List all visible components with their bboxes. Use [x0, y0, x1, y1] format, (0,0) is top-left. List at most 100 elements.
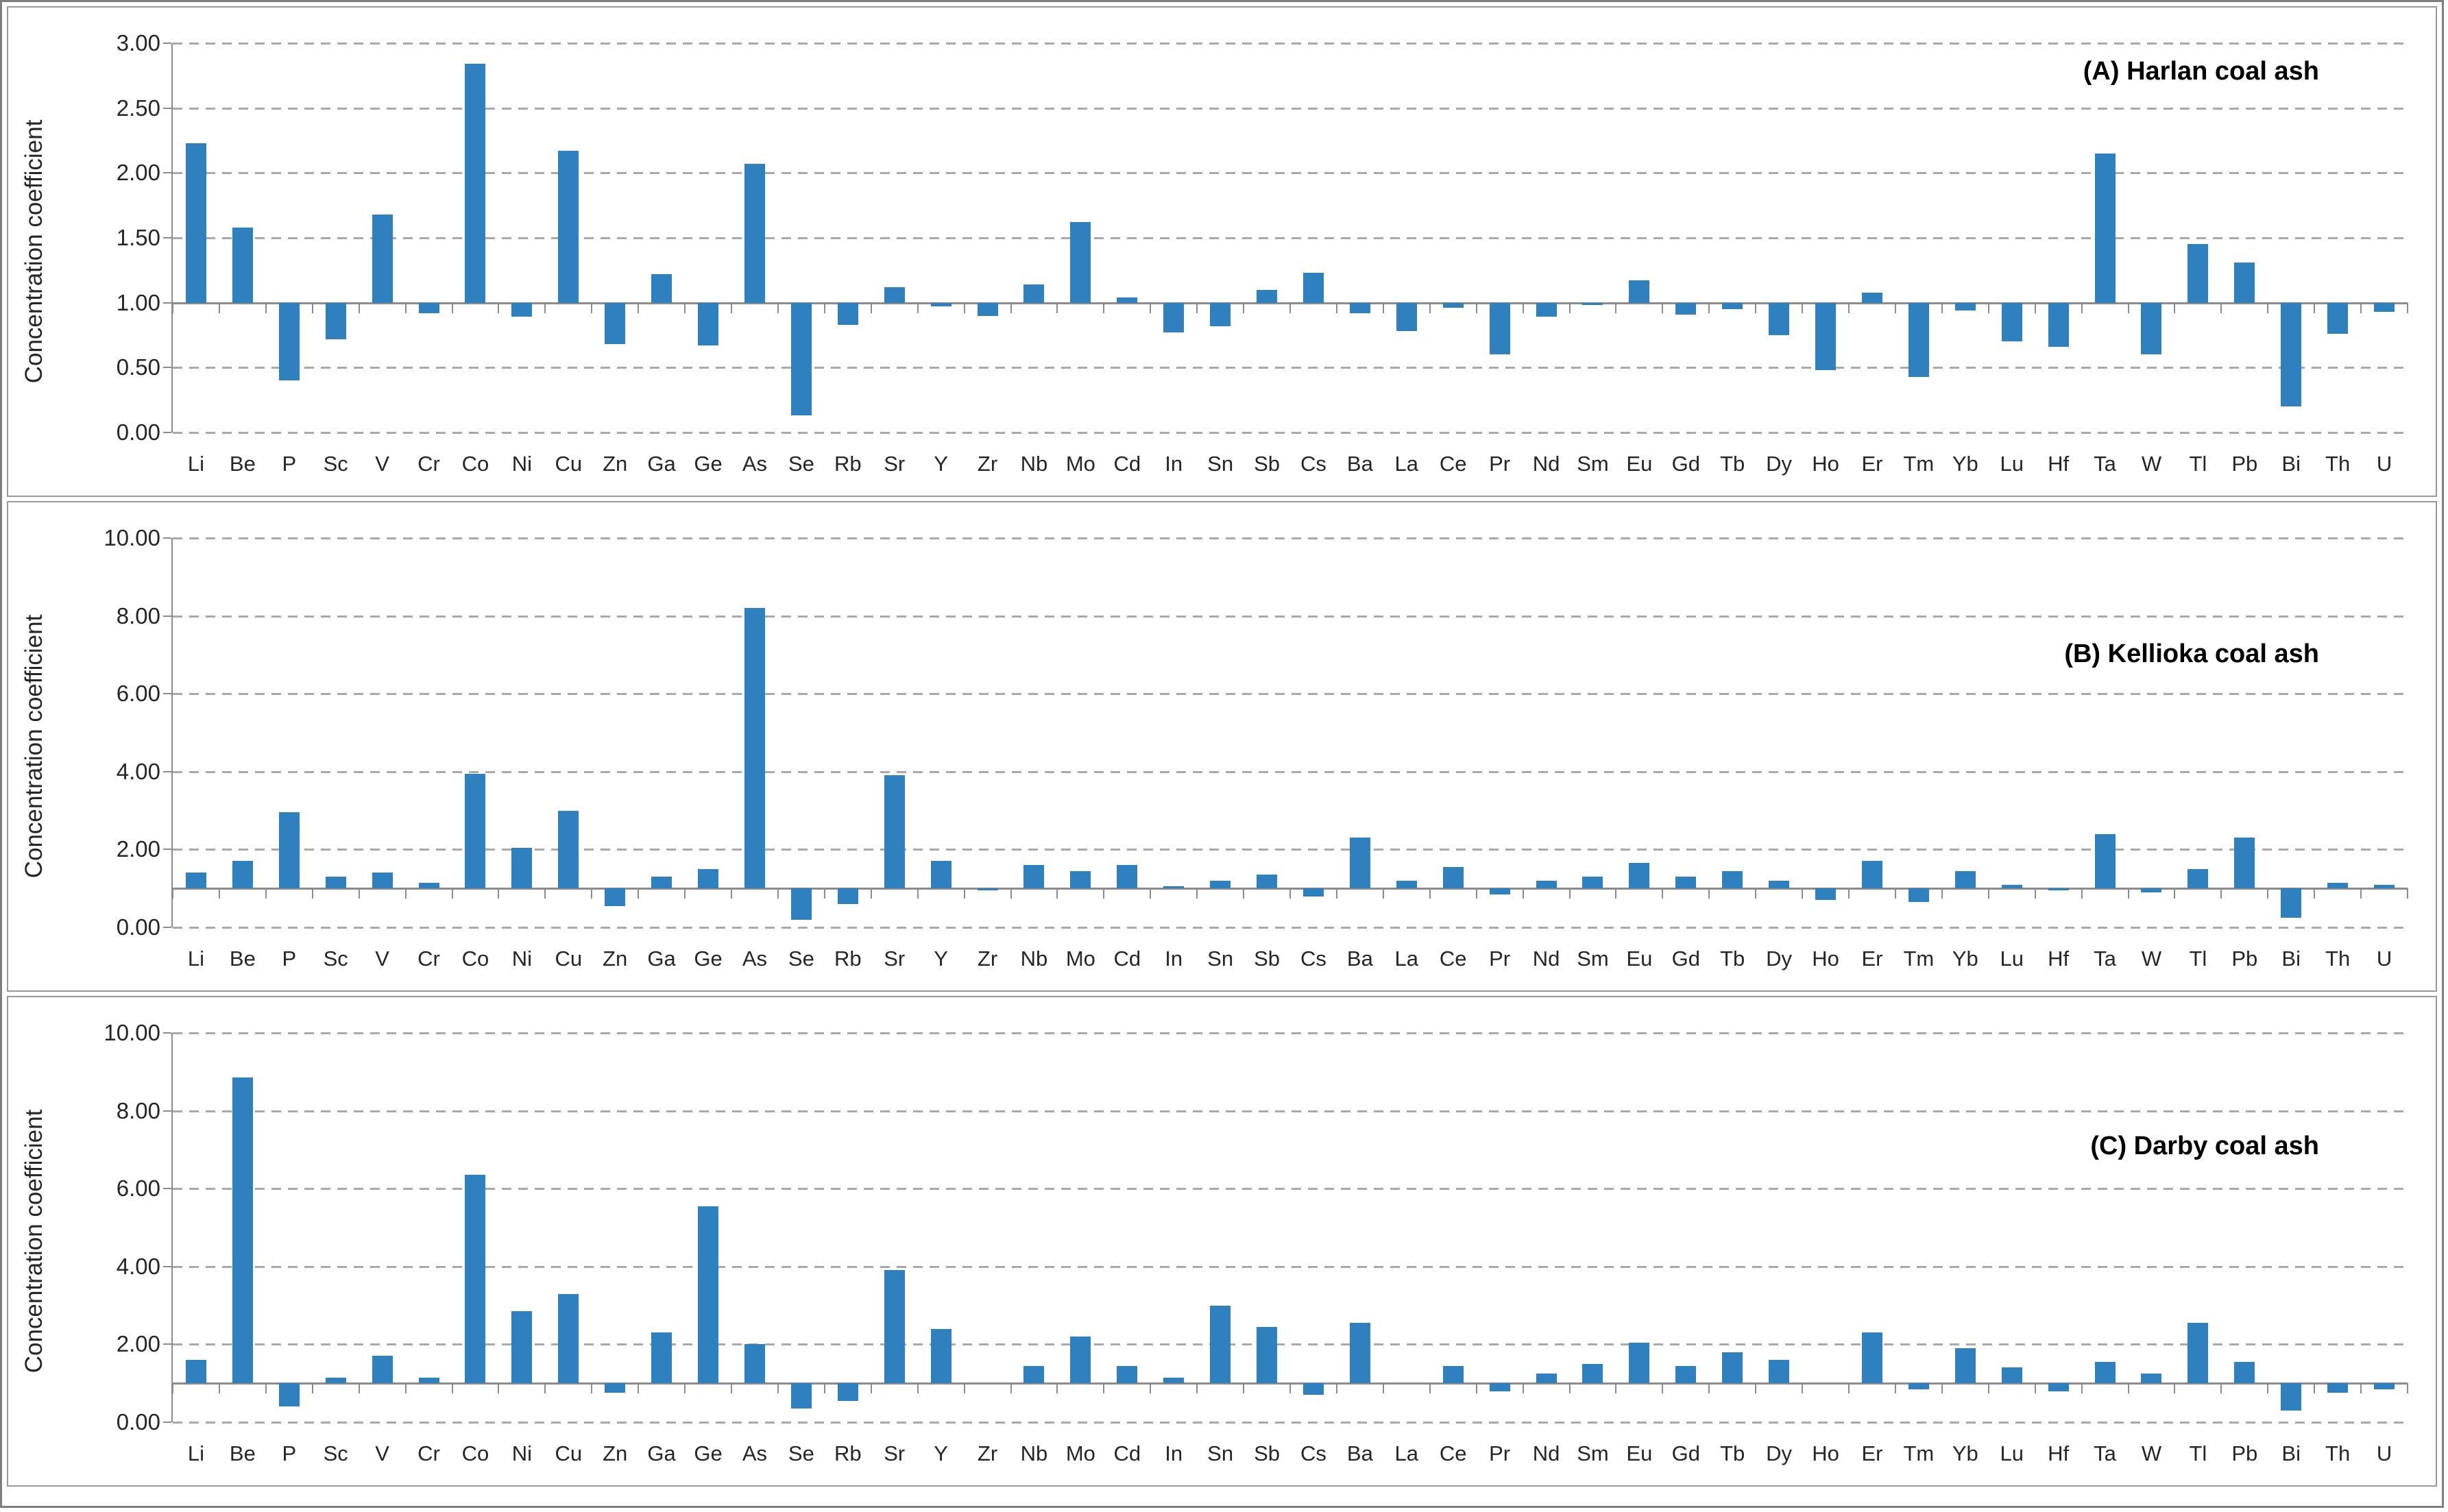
bar-Ba [1349, 1323, 1370, 1384]
x-category-label: Ge [694, 452, 723, 476]
x-category-label: Li [187, 452, 205, 476]
gridline [173, 367, 2408, 369]
y-axis-tick [163, 1110, 171, 1112]
bar-Sm [1582, 877, 1603, 889]
x-category-label: Ge [694, 947, 723, 971]
bar-Bi [2281, 302, 2302, 407]
bar-Zn [605, 888, 626, 906]
bar-Ga [651, 274, 672, 303]
bar-Sb [1257, 875, 1278, 889]
x-category-label: Sn [1207, 947, 1234, 971]
x-category-label: Zr [977, 1441, 998, 1465]
x-category-label: Cd [1113, 947, 1141, 971]
x-axis-tick [498, 888, 500, 899]
bar-Rb [837, 1383, 858, 1401]
x-axis-tick [1941, 888, 1943, 899]
bar-Dy [1769, 1360, 1790, 1384]
x-category-label: Cu [555, 452, 583, 476]
bar-Er [1861, 292, 1882, 303]
x-axis-tick [1662, 1383, 1664, 1394]
x-category-label: As [742, 947, 768, 971]
x-category-label: Er [1861, 947, 1883, 971]
bar-Pr [1489, 1383, 1510, 1391]
bar-La [1396, 880, 1417, 889]
x-axis-tick [1708, 888, 1710, 899]
x-axis-tick [1429, 1383, 1431, 1394]
x-axis-tick [1848, 888, 1850, 899]
x-category-label: Co [461, 1441, 489, 1465]
y-axis-tick [163, 1188, 171, 1190]
x-category-label: P [282, 947, 297, 971]
x-axis-tick [2220, 888, 2222, 899]
bar-Dy [1769, 880, 1790, 889]
bar-V [372, 1356, 393, 1384]
y-axis-line [171, 538, 173, 927]
x-category-label: In [1165, 947, 1183, 971]
x-axis-tick [1289, 888, 1291, 899]
x-axis-tick [265, 1383, 267, 1394]
x-axis-tick [1196, 302, 1198, 313]
x-category-label: As [742, 452, 768, 476]
x-category-label: Nb [1020, 452, 1048, 476]
x-category-label: Sn [1207, 452, 1234, 476]
bar-Co [465, 773, 486, 889]
x-category-label: La [1394, 1441, 1419, 1465]
bar-W [2141, 302, 2162, 355]
x-category-label: Li [187, 947, 205, 971]
x-category-label: Pb [2231, 452, 2258, 476]
x-axis-tick [638, 1383, 640, 1394]
bar-Zn [605, 302, 626, 345]
x-category-label: Th [2325, 452, 2351, 476]
x-axis-tick [1243, 1383, 1245, 1394]
bar-P [278, 302, 300, 381]
y-axis-tick [163, 693, 171, 695]
x-category-label: Co [461, 452, 489, 476]
x-category-label: Zr [977, 452, 998, 476]
x-axis-tick [2267, 1383, 2269, 1394]
x-axis-tick [2127, 1383, 2129, 1394]
bar-Hf [2048, 1383, 2069, 1391]
bar-Pr [1489, 888, 1510, 894]
bar-W [2141, 1374, 2162, 1384]
x-axis-tick [2034, 1383, 2036, 1394]
x-axis-tick [1522, 1383, 1524, 1394]
x-axis-tick [1662, 302, 1664, 313]
y-tick-label: 2.50 [116, 95, 160, 121]
bar-Ho [1815, 302, 1837, 371]
x-axis-tick [1848, 1383, 1850, 1394]
x-axis-tick [2174, 888, 2176, 899]
x-category-label: Dy [1766, 1441, 1793, 1465]
y-tick-label: 0.50 [116, 354, 160, 380]
x-category-label: Ba [1346, 947, 1373, 971]
x-category-label: Ta [2094, 452, 2116, 476]
x-category-label: Ga [647, 947, 676, 971]
y-axis-tick [163, 1265, 171, 1267]
x-axis-tick [2220, 1383, 2222, 1394]
bar-Nd [1536, 302, 1557, 317]
x-category-label: W [2141, 452, 2162, 476]
bar-Se [790, 302, 812, 416]
bar-Sn [1210, 302, 1231, 326]
x-category-label: Tm [1903, 1441, 1935, 1465]
x-axis-tick [2081, 1383, 2083, 1394]
x-axis-tick [265, 302, 267, 313]
bar-Cs [1302, 888, 1324, 897]
x-category-label: Nb [1020, 1441, 1048, 1465]
x-axis-tick [2360, 1383, 2362, 1394]
x-category-label: Be [229, 452, 256, 476]
x-axis-tick [2220, 302, 2222, 313]
x-category-label: Nd [1532, 947, 1560, 971]
x-axis-tick [638, 888, 640, 899]
x-category-label: Zn [603, 1441, 628, 1465]
x-category-label: Cr [417, 947, 440, 971]
x-category-label: Bi [2281, 1441, 2301, 1465]
x-category-label: Hf [2048, 452, 2070, 476]
x-axis-tick [638, 302, 640, 313]
x-category-label: Bi [2281, 947, 2301, 971]
x-axis-tick [823, 1383, 825, 1394]
bar-Rb [837, 302, 858, 325]
x-axis-tick [731, 888, 732, 899]
x-category-label: Cd [1113, 1441, 1141, 1465]
y-axis-tick [163, 432, 171, 433]
bar-U [2374, 1383, 2395, 1389]
